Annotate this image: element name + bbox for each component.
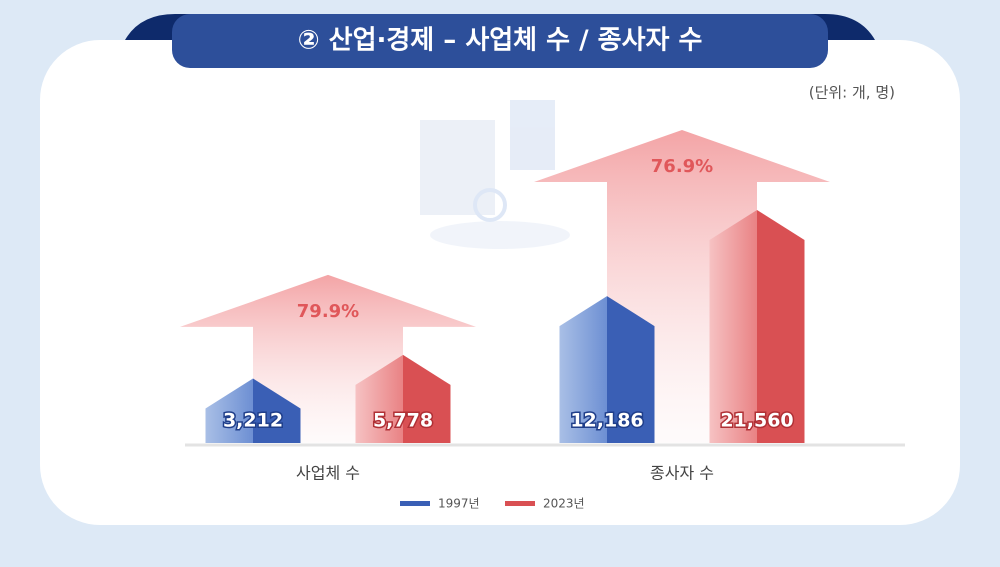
value-label: 12,186 bbox=[570, 410, 643, 432]
bar bbox=[355, 354, 451, 443]
legend-swatch bbox=[400, 501, 430, 506]
panel bbox=[40, 40, 960, 525]
illustration bbox=[420, 100, 570, 249]
value-label: 21,560 bbox=[720, 410, 793, 432]
x-tick-label: 사업체 수 bbox=[296, 464, 360, 483]
value-label: 3,212 bbox=[223, 410, 283, 432]
x-tick-label: 종사자 수 bbox=[650, 464, 714, 483]
bar bbox=[709, 210, 805, 443]
legend-label: 1997년 bbox=[438, 497, 480, 511]
banner bbox=[172, 14, 828, 68]
value-label: 5,778 bbox=[373, 410, 433, 432]
growth-label: 76.9% bbox=[651, 156, 713, 177]
bar bbox=[205, 378, 301, 443]
legend-swatch bbox=[505, 501, 535, 506]
bar bbox=[559, 296, 655, 443]
legend-label: 2023년 bbox=[543, 497, 585, 511]
unit-note: (단위: 개, 명) bbox=[809, 84, 895, 102]
chart-title: ② 산업·경제 – 사업체 수 / 종사자 수 bbox=[298, 26, 703, 56]
growth-label: 79.9% bbox=[297, 301, 359, 322]
